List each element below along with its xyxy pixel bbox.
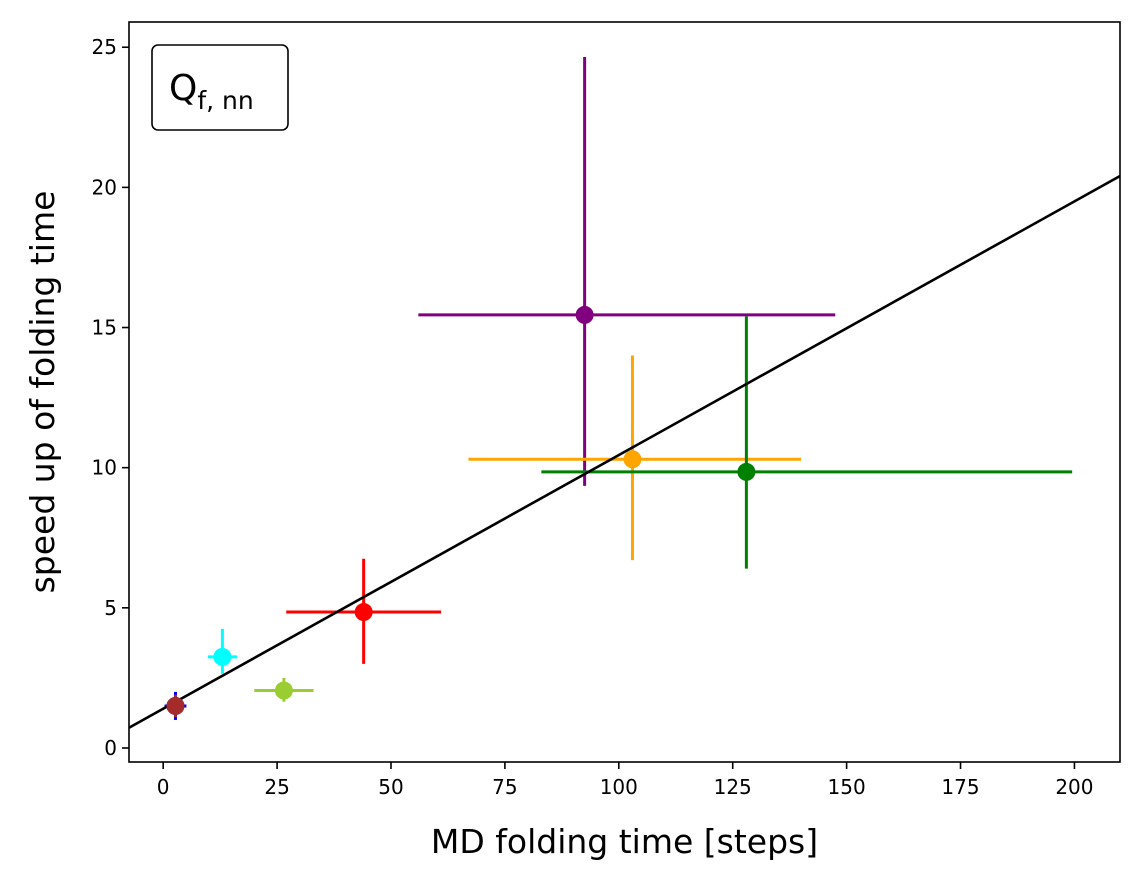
- plot-frame: [128, 21, 1121, 763]
- x-axis-label: MD folding time [steps]: [431, 822, 818, 861]
- y-tick-label: 0: [104, 736, 117, 760]
- fit-line: [129, 174, 1120, 729]
- annotation-frame: [151, 44, 289, 131]
- y-axis: 0 5 10 15 20 25: [92, 35, 129, 760]
- data-point: [354, 603, 373, 622]
- y-axis-label: speed up of folding time: [23, 191, 62, 594]
- x-tick-label: 50: [378, 775, 403, 799]
- x-axis: 0 25 50 75 100 125 150 175 200: [157, 762, 1094, 799]
- chart-marks: [129, 57, 1120, 729]
- y-tick-label: 15: [92, 316, 117, 340]
- x-tick-label: 175: [941, 775, 979, 799]
- annotation-box: Qf, nn: [151, 44, 289, 131]
- y-tick-label: 5: [104, 596, 117, 620]
- annotation-label: Qf, nn: [169, 68, 254, 115]
- y-tick-label: 25: [92, 35, 117, 59]
- x-tick-label: 25: [264, 775, 289, 799]
- y-tick-label: 10: [92, 456, 117, 480]
- y-tick-label: 20: [92, 175, 117, 199]
- data-point: [575, 305, 594, 324]
- data-point: [166, 696, 185, 715]
- data-point: [213, 647, 232, 666]
- data-point: [737, 462, 756, 481]
- x-tick-label: 100: [600, 775, 638, 799]
- data-point: [274, 681, 293, 700]
- annotation-main: Q: [169, 68, 197, 109]
- annotation-subscript: f, nn: [197, 86, 253, 115]
- x-tick-label: 150: [828, 775, 866, 799]
- x-tick-label: 200: [1055, 775, 1093, 799]
- x-tick-label: 0: [157, 775, 170, 799]
- x-tick-label: 75: [492, 775, 517, 799]
- x-tick-label: 125: [714, 775, 752, 799]
- data-point: [623, 450, 642, 469]
